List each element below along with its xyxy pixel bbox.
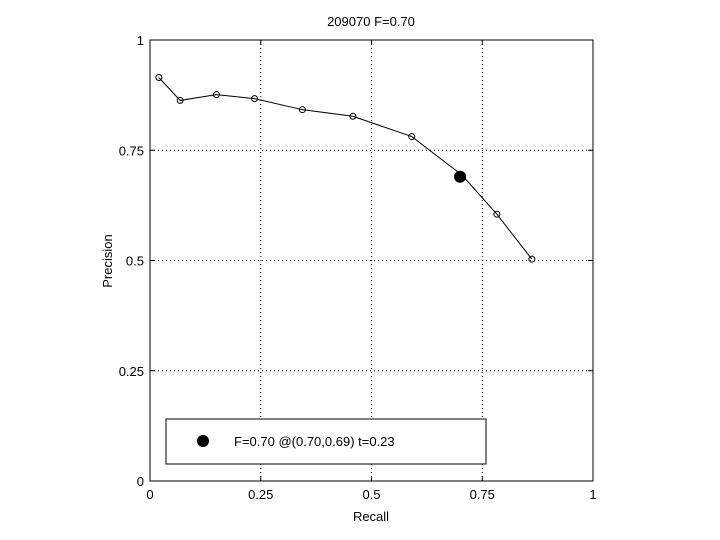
plot-frame: [149, 39, 594, 482]
y-axis-label: Precision: [100, 234, 115, 287]
legend-box: [165, 418, 487, 465]
data-point: [408, 133, 416, 141]
x-tick-label: 0: [146, 487, 153, 502]
y-tick-label: 0: [137, 474, 144, 489]
series-line: [158, 77, 533, 260]
legend-text: F=0.70 @(0.70,0.69) t=0.23: [234, 434, 395, 449]
legend: F=0.70 @(0.70,0.69) t=0.23: [165, 418, 487, 465]
chart-title: 209070 F=0.70: [327, 14, 415, 29]
data-point: [349, 112, 357, 120]
data-point: [298, 106, 306, 114]
data-point: [251, 95, 259, 103]
x-tick-label: 1: [589, 487, 596, 502]
axis-ticks: 0 0.25 0.5 0.75 1 0 0.25 0.5 0.75 1: [119, 33, 597, 502]
legend-marker: [197, 435, 209, 447]
x-tick-label: 0.25: [248, 487, 273, 502]
y-tick-label: 0.5: [126, 254, 144, 269]
data-point: [176, 96, 184, 104]
x-tick-label: 0.75: [470, 487, 495, 502]
data-point: [155, 73, 163, 81]
pr-series: [155, 73, 536, 263]
data-point: [212, 91, 220, 99]
y-tick-label: 1: [137, 33, 144, 48]
data-point: [528, 255, 536, 263]
x-axis-label: Recall: [353, 509, 389, 524]
grid: [150, 40, 593, 481]
y-tick-label: 0.75: [119, 143, 144, 158]
x-tick-label: 0.5: [362, 487, 380, 502]
data-point: [493, 210, 501, 218]
y-tick-label: 0.25: [119, 364, 144, 379]
f-max-point: [454, 170, 467, 183]
